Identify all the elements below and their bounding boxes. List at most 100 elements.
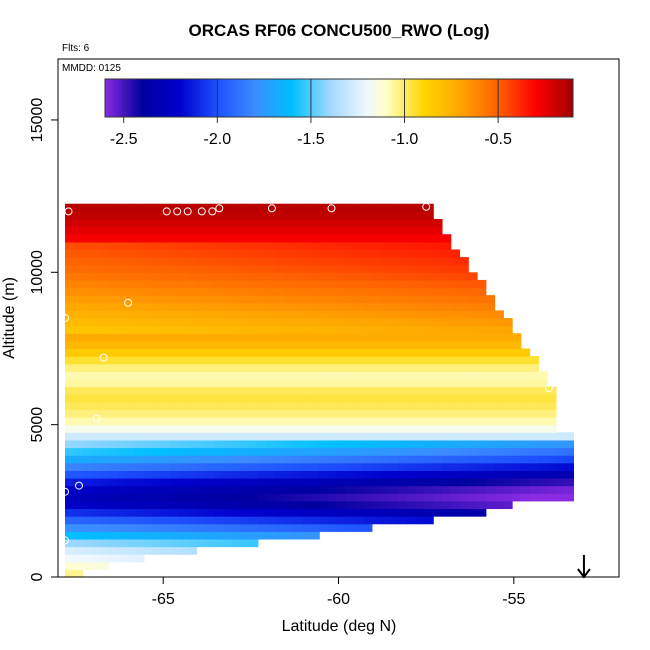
heatmap-cell <box>117 257 127 266</box>
heatmap-cell <box>161 218 171 228</box>
heatmap-cell <box>65 477 75 487</box>
heatmap-cell <box>126 424 136 433</box>
heatmap-cell <box>319 424 329 433</box>
heatmap-cell <box>398 257 408 266</box>
heatmap-cell <box>336 477 347 487</box>
heatmap-cell <box>170 257 180 266</box>
heatmap-cell <box>275 432 285 441</box>
heatmap-cell <box>170 264 180 273</box>
heatmap-cell <box>363 348 373 357</box>
heatmap-cell <box>126 203 136 212</box>
heatmap-cell <box>275 386 285 395</box>
heatmap-cell <box>108 333 119 342</box>
heatmap-cell <box>459 500 469 510</box>
heatmap-cell <box>363 264 373 273</box>
heatmap-cell <box>564 455 575 464</box>
heatmap-cell <box>336 211 347 220</box>
heatmap-cell <box>73 424 84 433</box>
heatmap-cell <box>529 424 539 433</box>
heatmap-cell <box>196 279 206 289</box>
heatmap-cell <box>459 508 469 517</box>
heatmap-cell <box>345 477 355 487</box>
heatmap-cell <box>222 386 233 395</box>
heatmap-cell <box>547 462 557 471</box>
heatmap-cell <box>249 500 259 510</box>
heatmap-cell <box>319 302 329 311</box>
heatmap-cell <box>135 386 145 395</box>
heatmap-cell <box>161 477 171 487</box>
heatmap-cell <box>143 424 154 433</box>
heatmap-cell <box>222 257 233 266</box>
heatmap-cell <box>520 447 531 456</box>
heatmap-cell <box>65 409 75 418</box>
heatmap-cell <box>468 401 478 411</box>
heatmap-cell <box>363 447 373 456</box>
heatmap-cell <box>485 356 496 365</box>
heatmap-cell <box>73 287 84 296</box>
heatmap-cell <box>196 538 206 548</box>
heatmap-cell <box>555 485 566 494</box>
heatmap-cell <box>143 325 154 334</box>
heatmap-cell <box>240 417 250 426</box>
heatmap-cell <box>161 363 171 372</box>
heatmap-cell <box>275 218 285 228</box>
heatmap-cell <box>266 287 276 296</box>
heatmap-cell <box>354 378 364 388</box>
heatmap-cell <box>196 516 206 525</box>
heatmap-cell <box>441 508 452 517</box>
heatmap-cell <box>424 477 434 487</box>
heatmap-cell <box>249 516 259 525</box>
heatmap-cell <box>406 462 417 471</box>
heatmap-cell <box>161 531 171 540</box>
heatmap-cell <box>187 455 198 464</box>
heatmap-cell <box>389 485 399 494</box>
heatmap-cell <box>65 226 75 235</box>
heatmap-cell <box>275 417 285 426</box>
heatmap-cell <box>345 295 355 304</box>
heatmap-cell <box>91 295 101 304</box>
heatmap-cell <box>161 424 171 433</box>
heatmap-cell <box>152 485 163 494</box>
heatmap-cell <box>406 394 417 403</box>
heatmap-cell <box>266 234 276 243</box>
heatmap-cell <box>249 226 259 235</box>
heatmap-cell <box>65 302 75 311</box>
heatmap-cell <box>257 523 268 532</box>
heatmap-cell <box>257 470 268 479</box>
heatmap-cell <box>512 470 522 479</box>
heatmap-cell <box>354 356 364 365</box>
heatmap-cell <box>310 401 320 411</box>
heatmap-cell <box>82 386 92 395</box>
heatmap-cell <box>257 455 268 464</box>
heatmap-cell <box>231 340 241 350</box>
heatmap-cell <box>161 500 171 510</box>
heatmap-cell <box>538 386 548 395</box>
heatmap-cell <box>389 249 399 258</box>
heatmap-cell <box>538 493 548 502</box>
heatmap-cell <box>415 241 426 251</box>
heatmap-cell <box>266 203 276 212</box>
heatmap-cell <box>371 310 382 319</box>
heatmap-cell <box>503 340 513 350</box>
heatmap-cell <box>100 417 110 426</box>
heatmap-cell <box>433 363 443 372</box>
heatmap-cell <box>345 470 355 479</box>
heatmap-cell <box>415 500 426 510</box>
heatmap-cell <box>503 401 513 411</box>
heatmap-cell <box>503 356 513 365</box>
heatmap-cell <box>485 500 496 510</box>
heatmap-cell <box>196 477 206 487</box>
heatmap-cell <box>336 455 347 464</box>
heatmap-cell <box>187 531 198 540</box>
heatmap-cell <box>503 409 513 418</box>
heatmap-cell <box>284 325 294 334</box>
heatmap-cell <box>494 378 504 388</box>
heatmap-cell <box>187 546 198 555</box>
heatmap-cell <box>433 287 443 296</box>
heatmap-cell <box>152 493 163 502</box>
heatmap-cell <box>82 264 92 273</box>
heatmap-cell <box>205 249 215 258</box>
heatmap-cell <box>450 447 461 456</box>
heatmap-cell <box>108 531 119 540</box>
heatmap-cell <box>214 279 224 289</box>
